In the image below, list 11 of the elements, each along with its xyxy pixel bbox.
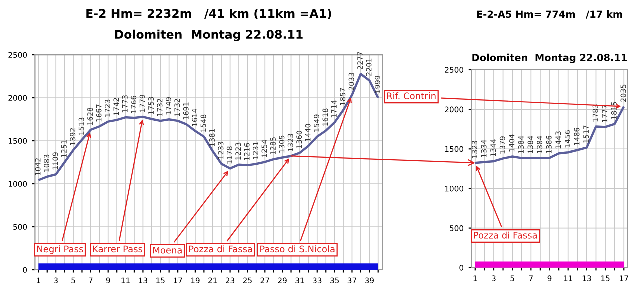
annotation: Negri Pass — [37, 246, 84, 254]
chart-subtitle: Dolomiten Montag 22.08.11 — [472, 54, 628, 64]
annotation: Karrer Pass — [93, 246, 143, 253]
annotation: Pozza di Fassa — [189, 246, 252, 253]
annotation: Moena — [154, 247, 182, 254]
annotation: Pozza di Fassa — [474, 232, 538, 239]
annotation: Rif. Contrin — [387, 92, 436, 100]
chart-title: E-2 Hm= 2232m /41 km (11km =A1) — [86, 8, 332, 20]
chart-title: E-2-A5 Hm= 774m /17 km — [477, 10, 622, 19]
annotation: Passo di S.Nicola — [260, 246, 335, 253]
chart-subtitle: Dolomiten Montag 22.08.11 — [115, 30, 303, 42]
